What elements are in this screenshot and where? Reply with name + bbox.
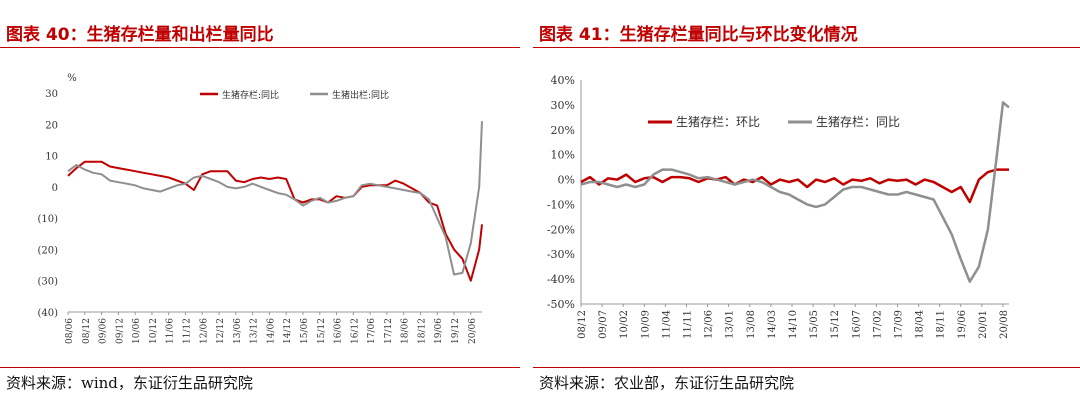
x-tick-label: 20/01 [978,310,989,339]
chart-title-left: 图表 40：生猪存栏量和出栏量同比 [6,25,274,45]
legend-entry: 生猪存栏：环比 [676,114,760,129]
y-tick-label: (30) [37,277,58,288]
y-axis-label: % [67,73,77,84]
x-tick-label: 18/12 [417,318,427,344]
x-tick-label: 09/06 [99,318,109,344]
y-tick-label: (10) [37,214,58,225]
x-tick-label: 12/06 [704,310,715,339]
y-tick-label: 0 [52,183,58,194]
y-tick-label: 20% [551,124,575,137]
x-tick-label: 15/12 [830,310,841,339]
x-tick-label: 13/06 [233,318,243,344]
x-tick-label: 11/04 [661,310,672,339]
x-tick-label: 19/06 [434,318,444,344]
x-tick-label: 11/12 [182,318,192,344]
series-line-2 [67,121,483,276]
chart-panel-right: 图表 41：生猪存栏量同比与环比变化情况 40% 30% 20% 10% 0% -10% -… [533,0,1080,417]
x-tick-label: 19/06 [957,310,968,339]
x-tick-label: 10/06 [132,318,142,344]
y-tick-label: (40) [37,308,58,319]
title-rule-right [533,47,1080,48]
x-tick-label: 09/12 [115,318,125,344]
y-tick-label: (20) [37,245,58,256]
y-tick-label: -10% [547,198,575,211]
x-tick-label: 10/12 [149,318,159,344]
x-tick-label: 14/12 [283,318,293,344]
x-tick-label: 13/01 [725,310,736,339]
y-tick-label: 40% [551,74,575,87]
y-tick-label: 10 [45,152,58,163]
x-tick-label: 09/07 [598,310,609,339]
x-tick-label: 14/06 [266,318,276,344]
source-note-left: 资料来源：wind，东证衍生品研究院 [6,374,253,392]
x-tick-label: 08/12 [577,310,588,339]
x-tick-label: 13/08 [746,310,757,339]
x-tick-label: 17/02 [872,310,883,339]
title-rule-left [0,47,520,48]
x-tick-label: 08/06 [65,318,75,344]
x-tick-label: 08/12 [82,318,92,344]
x-tick-label: 10/09 [640,310,651,339]
x-tick-label: 17/06 [367,318,377,344]
x-tick-label: 16/07 [851,310,862,339]
x-tick-label: 10/02 [619,310,630,339]
y-tick-label: 10% [551,149,575,162]
x-tick-label: 17/12 [384,318,394,344]
x-tick-label: 16/12 [350,318,360,344]
y-tick-label: -40% [547,273,575,286]
legend-entry: 生猪存栏:同比 [222,89,279,101]
chart-panel-left: 图表 40：生猪存栏量和出栏量同比 30 20 10 0 (10) (20) (30) (40… [0,0,520,417]
series-line-2 [580,101,1010,283]
y-tick-label: -30% [547,248,575,261]
y-tick-label: 30% [551,99,575,112]
chart-title-right: 图表 41：生猪存栏量同比与环比变化情况 [539,25,858,45]
y-tick-label: 20 [45,120,58,131]
x-tick-label: 18/04 [915,310,926,339]
line-chart-right: 40% 30% 20% 10% 0% -10% -20% -30% -40% -50%08/12 0… [547,74,1010,339]
x-tick-label: 16/06 [334,318,344,344]
x-tick-label: 20/06 [468,318,478,344]
y-tick-label: 0% [558,174,575,187]
source-note-right: 资料来源：农业部，东证衍生品研究院 [539,374,795,392]
x-tick-label: 18/11 [936,310,947,339]
legend-entry: 生猪出栏:同比 [332,89,389,101]
x-tick-label: 20/08 [999,310,1010,339]
x-tick-label: 12/12 [216,318,226,344]
x-tick-label: 15/05 [809,310,820,339]
series-line-1 [67,160,483,282]
x-tick-label: 15/06 [300,318,310,344]
x-tick-label: 19/12 [451,318,461,344]
legend-entry: 生猪存栏：同比 [816,114,900,129]
line-chart-left: 30 20 10 0 (10) (20) (30) (40)% 08/06 08/12 09/06 0… [37,73,483,344]
source-rule-right [533,367,1080,368]
x-tick-label: 12/06 [199,318,209,344]
x-tick-label: 14/03 [767,310,778,339]
x-tick-label: 18/06 [401,318,411,344]
y-tick-label: 30 [45,89,58,100]
source-rule-left [0,367,520,368]
x-tick-label: 14/10 [788,310,799,339]
x-tick-label: 15/12 [317,318,327,344]
x-tick-label: 11/11 [682,310,693,339]
x-tick-label: 17/09 [893,310,904,339]
y-tick-label: -50% [547,298,575,311]
x-tick-label: 11/06 [166,318,176,344]
x-tick-label: 13/12 [250,318,260,344]
y-tick-label: -20% [547,223,575,236]
